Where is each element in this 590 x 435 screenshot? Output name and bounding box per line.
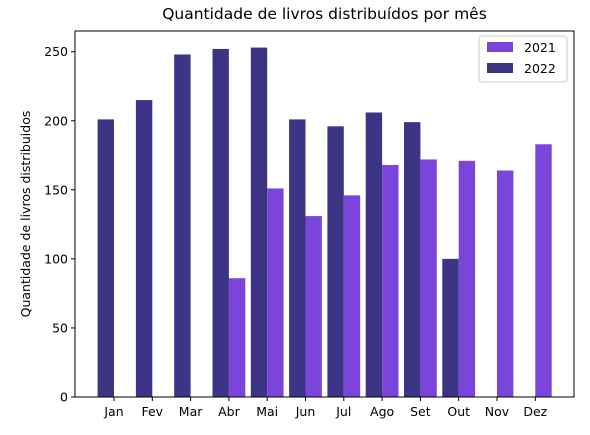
bar-2021-dez: [535, 144, 551, 397]
y-tick-label: 50: [52, 320, 68, 335]
bar-2022-mar: [174, 54, 190, 397]
x-tick-label: Jul: [335, 404, 351, 419]
x-tick-label: Jun: [295, 404, 316, 419]
legend-swatch-2022: [487, 63, 513, 73]
bar-2021-ago: [382, 165, 398, 397]
bar-2022-mai: [251, 48, 267, 397]
x-tick-label: Nov: [485, 404, 510, 419]
y-axis-label: Quantidade de livros distribuidos: [18, 111, 33, 318]
x-tick-label: Fev: [141, 404, 163, 419]
y-tick-label: 250: [44, 44, 68, 59]
bar-2021-jun: [306, 216, 322, 397]
bar-2022-set: [404, 122, 420, 397]
bar-2021-out: [459, 161, 475, 397]
x-tick-label: Ago: [370, 404, 394, 419]
bar-2022-abr: [213, 49, 229, 397]
bar-2022-ago: [366, 112, 382, 397]
bar-2021-nov: [497, 170, 513, 397]
legend-label-2021: 2021: [524, 40, 556, 55]
bar-2022-jul: [327, 126, 343, 397]
x-tick-label: Mar: [179, 404, 203, 419]
bar-2022-jan: [98, 119, 114, 397]
x-tick-label: Dez: [523, 404, 547, 419]
legend-swatch-2021: [487, 42, 513, 52]
x-tick-label: Mai: [256, 404, 278, 419]
bar-2022-out: [442, 259, 458, 397]
bar-2021-mai: [267, 188, 283, 397]
bar-2021-jul: [344, 195, 360, 397]
y-tick-label: 200: [44, 113, 68, 128]
legend: 2021 2022: [479, 36, 567, 82]
chart-title: Quantidade de livros distribuídos por mê…: [162, 5, 487, 23]
x-tick-label: Out: [447, 404, 470, 419]
y-axis-ticks: 0 50 100 150 200 250: [44, 44, 75, 404]
bar-2021-abr: [229, 278, 245, 397]
x-tick-label: Jan: [103, 404, 123, 419]
bar-2022-fev: [136, 100, 152, 397]
bar-2022-jun: [289, 119, 305, 397]
x-axis-ticks: Jan Fev Mar Abr Mai Jun Jul Ago Set Out Nov Dez: [103, 397, 547, 419]
x-tick-label: Set: [410, 404, 431, 419]
y-tick-label: 100: [44, 251, 68, 266]
y-tick-label: 150: [44, 182, 68, 197]
legend-label-2022: 2022: [524, 61, 556, 76]
x-tick-label: Abr: [218, 404, 240, 419]
bars-group: [98, 48, 552, 397]
y-tick-label: 0: [60, 390, 68, 405]
bar-2021-set: [420, 159, 436, 397]
